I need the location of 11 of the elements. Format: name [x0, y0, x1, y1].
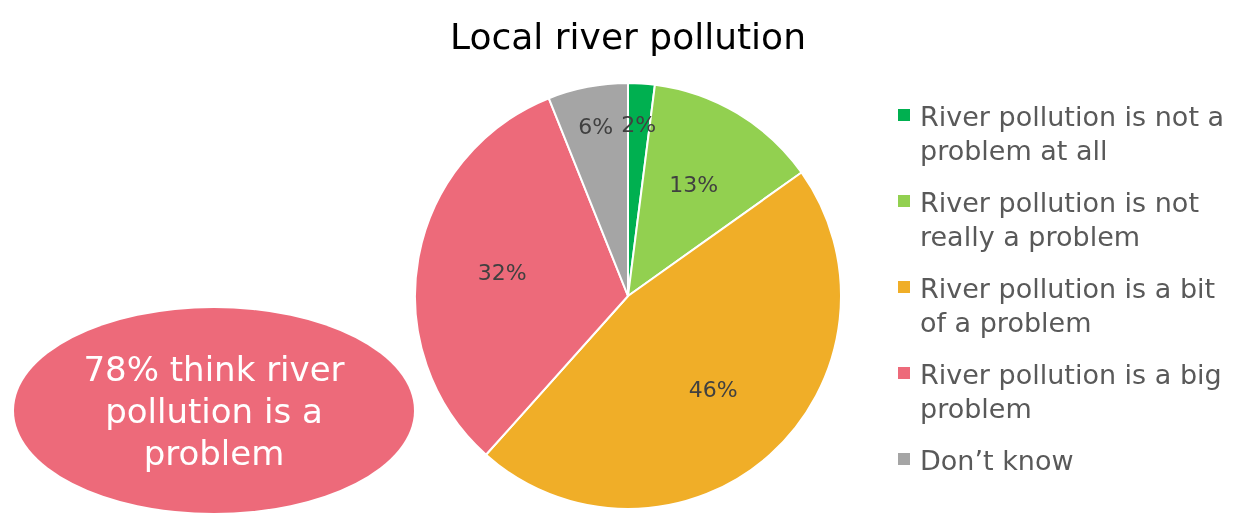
- legend-label: River pollution is a big problem: [920, 358, 1223, 426]
- data-label: 46%: [688, 376, 738, 402]
- legend-label: River pollution is not a problem at all: [920, 100, 1226, 168]
- legend-label: River pollution is a bit of a problem: [920, 272, 1217, 340]
- chart-title: Local river pollution: [449, 16, 807, 57]
- data-label: 6%: [578, 114, 614, 140]
- legend-label: Don’t know: [920, 444, 1074, 478]
- legend-label: River pollution is not really a problem: [920, 186, 1200, 254]
- callout-ellipse: 78% think river pollution is a problem: [14, 308, 414, 513]
- data-label: 32%: [477, 259, 527, 285]
- data-label: 13%: [669, 172, 719, 198]
